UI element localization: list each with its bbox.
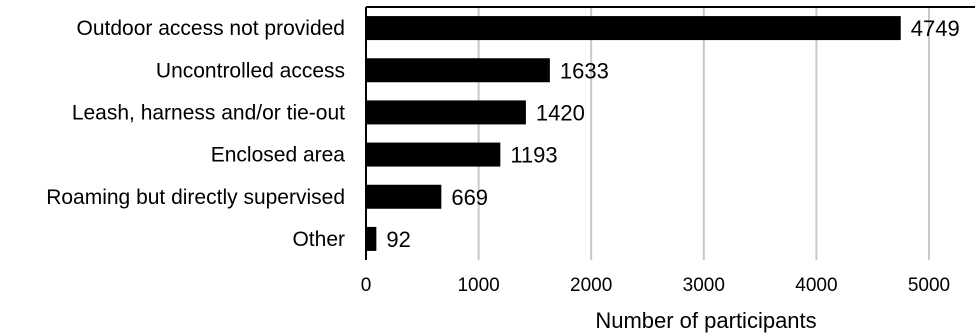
x-tick-label: 4000: [795, 275, 837, 296]
category-label: Roaming but directly supervised: [46, 186, 345, 209]
bar: [366, 100, 526, 125]
bar: [366, 184, 442, 209]
category-label: Other: [292, 228, 345, 251]
gridlines: [477, 7, 930, 260]
category-label: Enclosed area: [211, 144, 346, 167]
data-label: 1420: [536, 100, 585, 125]
bar: [366, 226, 377, 251]
data-label: 1633: [560, 58, 609, 83]
bar: [366, 16, 901, 41]
data-label: 92: [386, 227, 410, 252]
x-tick-label: 3000: [683, 275, 725, 296]
x-tick-label: 2000: [570, 275, 612, 296]
data-label: 1193: [510, 143, 557, 168]
category-label: Leash, harness and/or tie-out: [72, 101, 345, 124]
bar: [366, 142, 501, 167]
bar: [366, 58, 550, 83]
x-tick-label: 0: [361, 275, 372, 296]
bars: [366, 16, 901, 251]
x-tick-label: 1000: [457, 275, 499, 296]
x-tick-label: 5000: [908, 275, 950, 296]
data-label: 4749: [911, 16, 960, 41]
data-label: 669: [451, 185, 488, 210]
category-labels: Outdoor access not provided Uncontrolled …: [46, 17, 345, 251]
category-label: Outdoor access not provided: [77, 17, 346, 40]
x-tick-labels: 0 1000 2000 3000 4000 5000: [361, 275, 950, 296]
category-label: Uncontrolled access: [156, 59, 345, 82]
data-labels: 4749 1633 1420 1193 669 92: [386, 16, 959, 252]
axes: [365, 6, 975, 260]
x-axis-title: Number of participants: [595, 308, 816, 333]
